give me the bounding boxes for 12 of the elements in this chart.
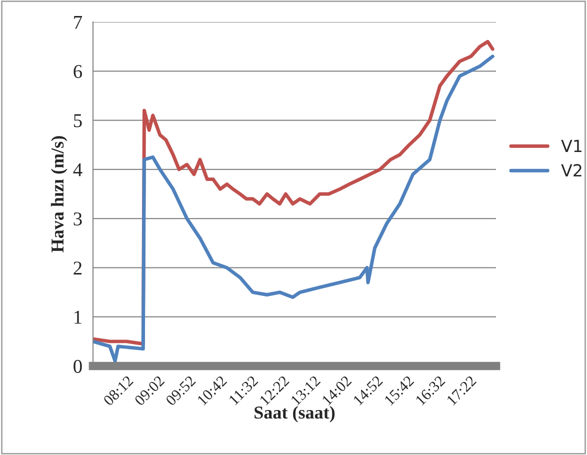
y-tick-label: 4 bbox=[73, 163, 82, 176]
x-axis-title: Saat (saat) bbox=[254, 406, 335, 422]
legend-label: V1 bbox=[561, 140, 582, 152]
y-axis-title: Hava hızı (m/s) bbox=[50, 136, 68, 252]
y-tick-label: 7 bbox=[74, 16, 82, 29]
y-tick-label: 2 bbox=[74, 262, 82, 274]
y-tick-label: 3 bbox=[74, 212, 82, 226]
y-tick-label: 6 bbox=[74, 65, 82, 78]
legend-label: V2 bbox=[561, 164, 582, 176]
y-tick-label: 1 bbox=[74, 310, 82, 324]
y-tick-label: 0 bbox=[74, 360, 82, 373]
y-tick-label: 5 bbox=[74, 114, 82, 128]
